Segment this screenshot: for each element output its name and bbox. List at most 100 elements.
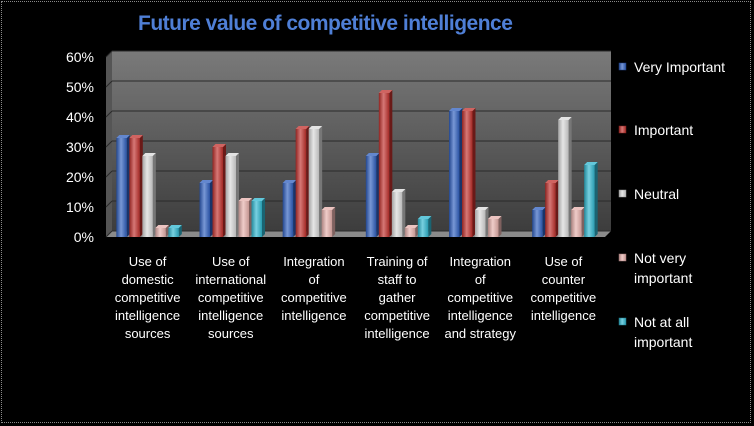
- bar-top: [225, 153, 239, 156]
- bar: [475, 207, 489, 237]
- bar-front: [584, 165, 595, 237]
- bar-top: [251, 198, 265, 201]
- legend-label: Not at all important: [634, 314, 692, 350]
- bar-front: [129, 138, 140, 237]
- bar-side: [389, 90, 393, 237]
- bar-top: [295, 126, 310, 129]
- bar-side: [293, 180, 297, 237]
- bar: [308, 126, 323, 237]
- bar-front: [142, 156, 153, 237]
- y-tick-label: 60%: [66, 49, 94, 65]
- y-tick-label: 0%: [74, 229, 94, 245]
- gridline-side: [105, 50, 113, 58]
- legend-label: Not very important: [634, 250, 692, 286]
- bar-top: [488, 216, 502, 219]
- bar: [116, 135, 130, 237]
- bar-side: [428, 216, 432, 237]
- bar-top: [365, 153, 380, 156]
- bar-front: [282, 183, 294, 237]
- bar-side: [306, 126, 310, 237]
- bar-top: [321, 207, 336, 210]
- bar-side: [415, 225, 419, 237]
- bar: [532, 207, 546, 237]
- bar-side: [402, 189, 406, 237]
- bar-side: [165, 225, 169, 237]
- bar-front: [212, 147, 223, 237]
- bar-front: [321, 210, 333, 237]
- gridline-side: [105, 230, 113, 238]
- legend-label: Important: [634, 122, 693, 138]
- bar: [462, 108, 476, 237]
- bar-side: [568, 117, 572, 237]
- legend-label: Neutral: [634, 186, 679, 202]
- bar-front: [391, 192, 403, 237]
- bar: [321, 207, 336, 237]
- category-label: Use of international competitive intelligen…: [195, 254, 266, 341]
- y-tick-label: 20%: [66, 169, 94, 185]
- gridline-side: [105, 170, 113, 178]
- category-label: Use of counter competitive intelligence: [531, 254, 597, 323]
- legend-swatch: [618, 125, 627, 134]
- bar: [488, 216, 502, 237]
- gridline-side: [105, 80, 113, 88]
- bar: [404, 225, 419, 237]
- legend-swatch: [618, 62, 627, 71]
- y-tick-label: 30%: [66, 139, 94, 155]
- bar-side: [139, 135, 143, 237]
- bar-front: [225, 156, 236, 237]
- gridline-side: [105, 200, 113, 208]
- bar-front: [558, 120, 569, 237]
- bar-top: [168, 225, 182, 228]
- bar-side: [542, 207, 546, 237]
- bar: [129, 135, 143, 237]
- bar-front: [199, 183, 210, 237]
- y-tick-label: 50%: [66, 79, 94, 95]
- bar-side: [236, 153, 239, 237]
- bar: [545, 180, 559, 237]
- bar-front: [365, 156, 377, 237]
- bar-top: [129, 135, 143, 138]
- bar-side: [332, 207, 336, 237]
- bar-side: [459, 108, 463, 237]
- bar-top: [545, 180, 559, 183]
- bar-top: [155, 225, 169, 228]
- bar: [584, 162, 598, 237]
- bar-top: [449, 108, 463, 111]
- bar-top: [378, 90, 393, 93]
- bar-top: [462, 108, 476, 111]
- bar-front: [378, 93, 390, 237]
- bar-front: [488, 219, 499, 237]
- legend-item: Neutral: [618, 186, 679, 202]
- bar: [155, 225, 169, 237]
- bar-side: [485, 207, 489, 237]
- bar: [212, 144, 226, 237]
- bar: [282, 180, 297, 237]
- bar-side: [594, 162, 598, 237]
- bar: [295, 126, 310, 237]
- bar-front: [571, 210, 582, 237]
- legend-label: Very Important: [634, 59, 725, 75]
- bar: [449, 108, 463, 237]
- bar-top: [571, 207, 585, 210]
- bar-top: [417, 216, 432, 219]
- gridline-side: [105, 140, 113, 148]
- y-tick-label: 40%: [66, 109, 94, 125]
- legend-item: Very Important: [618, 59, 725, 75]
- y-tick-label: 10%: [66, 199, 94, 215]
- legend-swatch: [618, 317, 627, 326]
- category-label: Use of domestic competitive intelligence sou…: [115, 254, 181, 341]
- bar-front: [475, 210, 486, 237]
- bar-front: [462, 111, 473, 237]
- bar-side: [178, 225, 182, 237]
- legend-item: Important: [618, 122, 693, 138]
- bar-front: [168, 228, 179, 237]
- bar-side: [376, 153, 380, 237]
- bar-side: [126, 135, 130, 237]
- legend-item: Not very important: [618, 250, 692, 286]
- bar-top: [116, 135, 130, 138]
- bar-side: [555, 180, 559, 237]
- chart-title: Future value of competitive intelligence: [138, 12, 513, 35]
- bar-top: [212, 144, 226, 147]
